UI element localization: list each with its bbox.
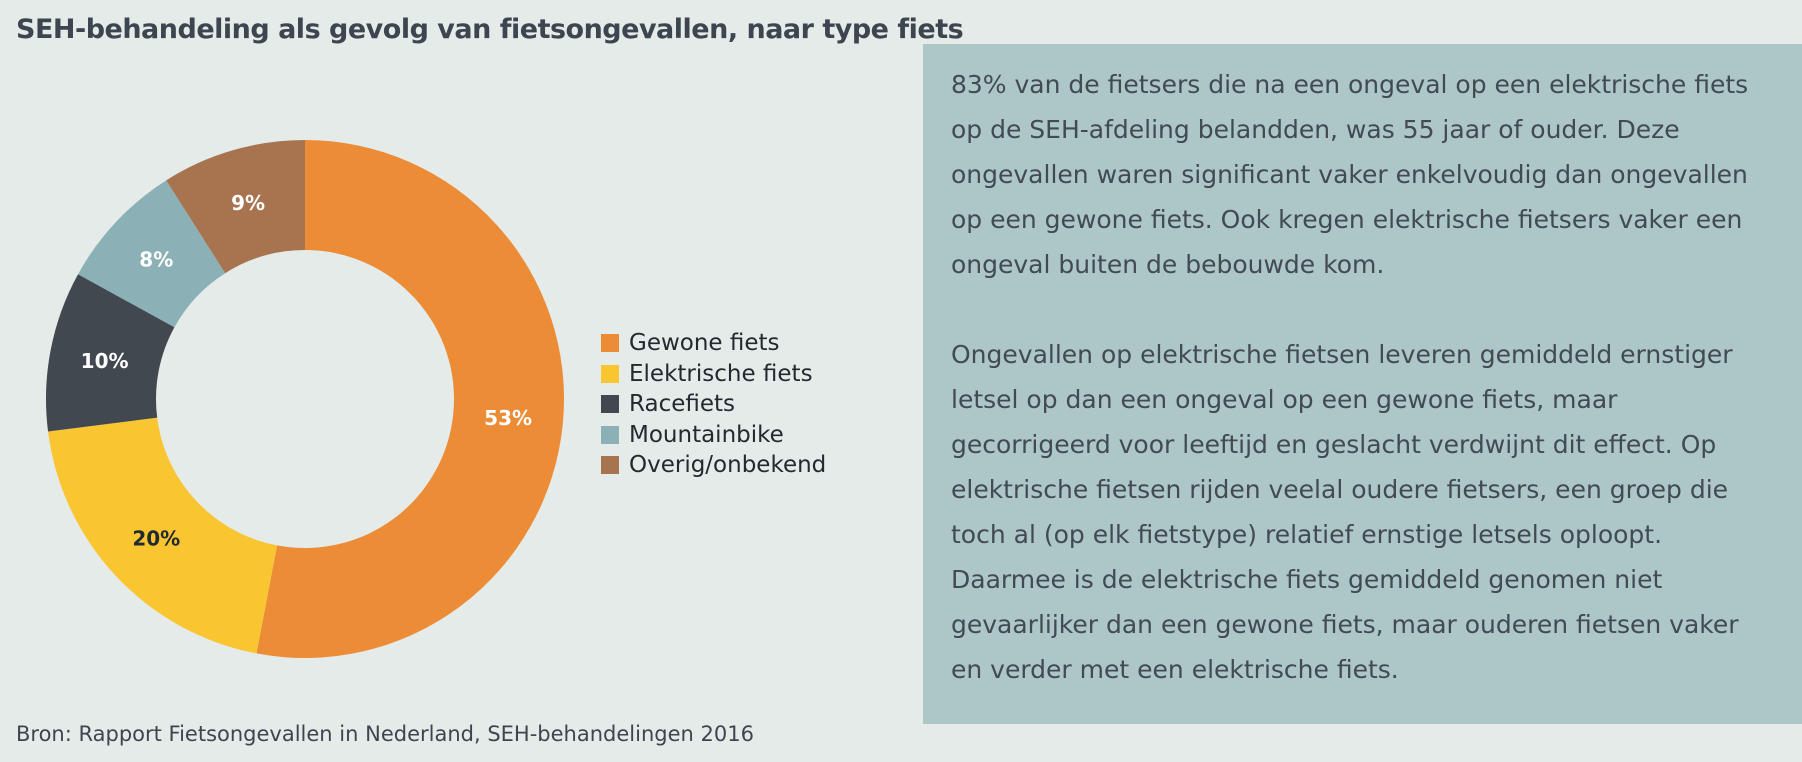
legend-item-elektrische-fiets: Elektrische fiets bbox=[601, 359, 826, 390]
donut-chart: 53% 20% 10% 8% 9% bbox=[46, 140, 564, 658]
info-paragraph-1: 83% van de fietsers die na een ongeval o… bbox=[951, 70, 1749, 279]
slice-gewone-fiets bbox=[256, 140, 564, 658]
legend-item-overig-onbekend: Overig/onbekend bbox=[601, 450, 826, 481]
legend-swatch bbox=[601, 456, 619, 475]
legend-item-gewone-fiets: Gewone fiets bbox=[601, 328, 826, 359]
legend-item-racefiets: Racefiets bbox=[601, 389, 826, 420]
data-label-elektrische-fiets: 20% bbox=[132, 527, 180, 551]
slice-racefiets bbox=[46, 274, 175, 432]
source-note: Bron: Rapport Fietsongevallen in Nederla… bbox=[16, 722, 754, 746]
slice-elektrische-fiets bbox=[48, 417, 278, 654]
legend-item-mountainbike: Mountainbike bbox=[601, 420, 826, 451]
legend-swatch bbox=[601, 425, 619, 444]
data-label-gewone-fiets: 53% bbox=[484, 406, 532, 430]
info-box: 83% van de fietsers die na een ongeval o… bbox=[923, 44, 1802, 724]
data-label-overig-onbekend: 9% bbox=[231, 191, 265, 215]
info-paragraph-2: Ongevallen op elektrische fietsen levere… bbox=[951, 340, 1739, 684]
chart-title: SEH-behandeling als gevolg van fietsonge… bbox=[16, 14, 964, 45]
slice-mountainbike bbox=[78, 180, 226, 328]
legend-swatch bbox=[601, 395, 619, 414]
chart-legend: Gewone fiets Elektrische fiets Racefiets Mo… bbox=[601, 328, 826, 481]
data-label-racefiets: 10% bbox=[81, 349, 129, 373]
legend-swatch bbox=[601, 334, 619, 353]
legend-label: Mountainbike bbox=[629, 421, 784, 448]
data-label-mountainbike: 8% bbox=[139, 247, 173, 271]
legend-swatch bbox=[601, 364, 619, 383]
legend-label: Elektrische fiets bbox=[629, 360, 813, 387]
legend-label: Gewone fiets bbox=[629, 330, 780, 357]
legend-label: Racefiets bbox=[629, 391, 736, 418]
legend-label: Overig/onbekend bbox=[629, 452, 827, 479]
slice-overig-onbekend bbox=[166, 140, 305, 274]
